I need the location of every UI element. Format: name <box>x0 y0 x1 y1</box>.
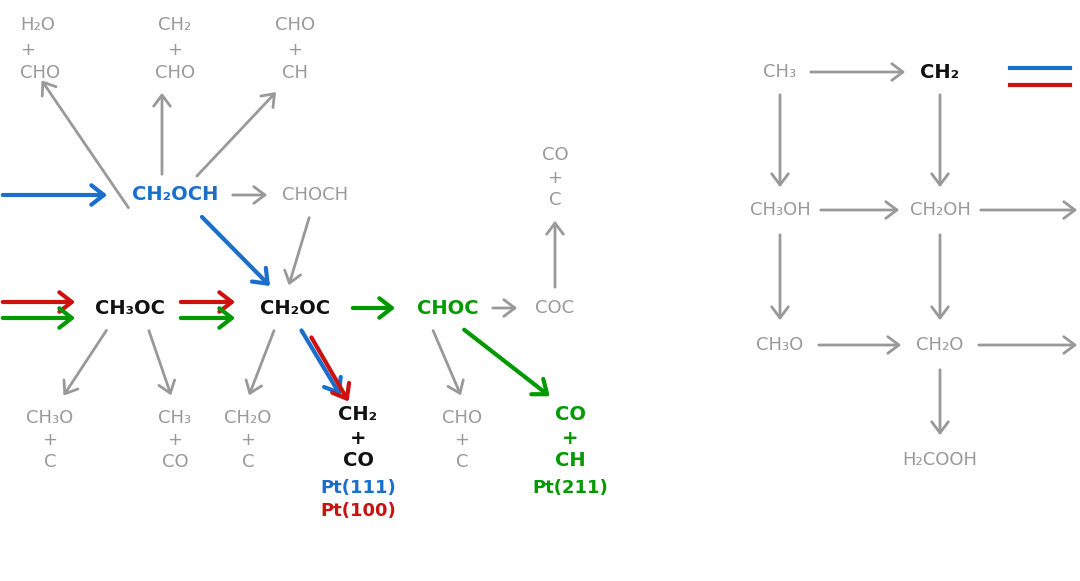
Text: +: + <box>287 41 302 59</box>
Text: C: C <box>456 453 469 471</box>
Text: CHO: CHO <box>154 64 195 82</box>
Text: CH₃: CH₃ <box>764 63 797 81</box>
Text: CH₂: CH₂ <box>338 406 378 425</box>
Text: CH₃OH: CH₃OH <box>750 201 810 219</box>
Text: +: + <box>42 431 57 449</box>
Text: CH₂: CH₂ <box>920 63 959 81</box>
Text: CH₂O: CH₂O <box>225 409 272 427</box>
Text: H₂COOH: H₂COOH <box>903 451 977 469</box>
Text: Pt(111): Pt(111) <box>320 479 396 497</box>
Text: CH₃OC: CH₃OC <box>95 299 165 317</box>
Text: CHOCH: CHOCH <box>282 186 348 204</box>
Text: CH₃O: CH₃O <box>26 409 73 427</box>
Text: CO: CO <box>342 450 374 469</box>
Text: +: + <box>167 41 183 59</box>
Text: CH₂OCH: CH₂OCH <box>132 185 218 205</box>
Text: C: C <box>44 453 56 471</box>
Text: CO: CO <box>554 406 585 425</box>
Text: Pt(211): Pt(211) <box>532 479 608 497</box>
Text: CH₃: CH₃ <box>159 409 191 427</box>
Text: +: + <box>167 431 183 449</box>
Text: CH: CH <box>282 64 308 82</box>
Text: CH₃O: CH₃O <box>756 336 804 354</box>
Text: C: C <box>242 453 254 471</box>
Text: COC: COC <box>536 299 575 317</box>
Text: CHO: CHO <box>275 16 315 34</box>
Text: CH₂OC: CH₂OC <box>260 299 330 317</box>
Text: CH₂OH: CH₂OH <box>909 201 971 219</box>
Text: +: + <box>562 429 578 447</box>
Text: CH₂O: CH₂O <box>916 336 963 354</box>
Text: CO: CO <box>542 146 568 164</box>
Text: +: + <box>455 431 470 449</box>
Text: Pt(100): Pt(100) <box>320 502 396 520</box>
Text: CO: CO <box>162 453 188 471</box>
Text: CHO: CHO <box>21 64 60 82</box>
Text: CH₂: CH₂ <box>159 16 191 34</box>
Text: H₂O: H₂O <box>21 16 55 34</box>
Text: +: + <box>21 41 35 59</box>
Text: CHO: CHO <box>442 409 482 427</box>
Text: +: + <box>350 429 366 447</box>
Text: +: + <box>548 169 563 187</box>
Text: +: + <box>241 431 256 449</box>
Text: CH: CH <box>555 450 585 469</box>
Text: CHOC: CHOC <box>417 299 478 317</box>
Text: C: C <box>549 191 562 209</box>
